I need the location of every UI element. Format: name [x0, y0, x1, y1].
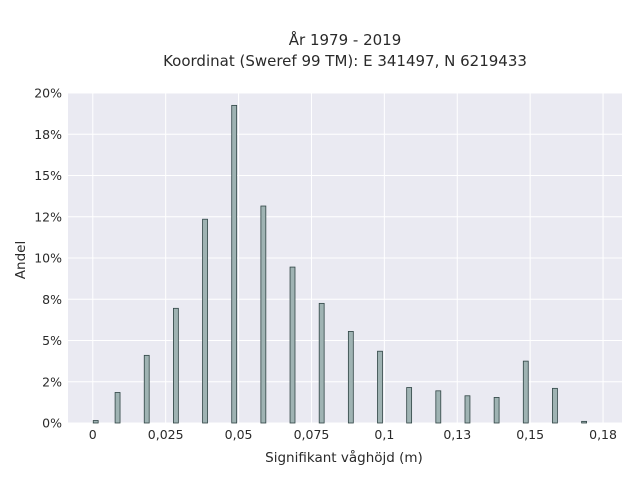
y-tick-label: 20% [34, 86, 62, 101]
histogram-bar [92, 420, 99, 424]
bars-group [92, 104, 587, 424]
x-axis-ticks: 0 0,025 0,05 0,075 0,1 0,13 0,15 0,18 [89, 427, 617, 442]
x-tick-label: 0,075 [294, 427, 330, 442]
histogram-bar [114, 392, 121, 424]
chart-subtitle: Koordinat (Sweref 99 TM): E 341497, N 62… [163, 52, 527, 70]
chart-title: År 1979 - 2019 [289, 30, 402, 49]
x-tick-label: 0,025 [148, 427, 184, 442]
grid-lines [68, 92, 622, 424]
histogram-bar [289, 266, 296, 424]
x-tick-label: 0,05 [225, 427, 253, 442]
histogram-bar [377, 350, 383, 424]
y-tick-label: 15% [34, 168, 62, 183]
histogram-bar [318, 302, 325, 424]
histogram-bar [581, 420, 587, 424]
histogram-bar [260, 205, 267, 424]
y-tick-label: 0% [42, 416, 62, 431]
y-tick-label: 12% [34, 209, 62, 224]
histogram-bar [406, 387, 413, 424]
y-tick-label: 8% [42, 292, 62, 307]
histogram-bar [552, 387, 558, 424]
histogram-bar [493, 397, 500, 424]
x-tick-label: 0,1 [374, 427, 394, 442]
histogram-bar [464, 395, 471, 424]
y-tick-label: 18% [34, 127, 62, 142]
x-tick-label: 0,18 [589, 427, 617, 442]
histogram-bar [202, 218, 208, 424]
histogram-bar [347, 331, 354, 424]
x-tick-label: 0 [89, 427, 97, 442]
x-tick-label: 0,13 [443, 427, 471, 442]
x-axis-label: Signifikant våghöjd (m) [265, 449, 423, 466]
histogram-bar [231, 104, 238, 424]
y-tick-label: 10% [34, 251, 62, 266]
histogram-bar [173, 307, 179, 424]
x-tick-label: 0,15 [516, 427, 544, 442]
histogram-bar [522, 360, 529, 424]
y-axis-label: Andel [13, 241, 29, 279]
y-tick-label: 5% [42, 333, 62, 348]
y-axis-ticks: 0% 2% 5% 8% 10% 12% 15% 18% 20% [34, 86, 62, 431]
histogram-bar [435, 390, 442, 424]
histogram-bar [143, 354, 150, 424]
y-tick-label: 2% [42, 374, 62, 389]
